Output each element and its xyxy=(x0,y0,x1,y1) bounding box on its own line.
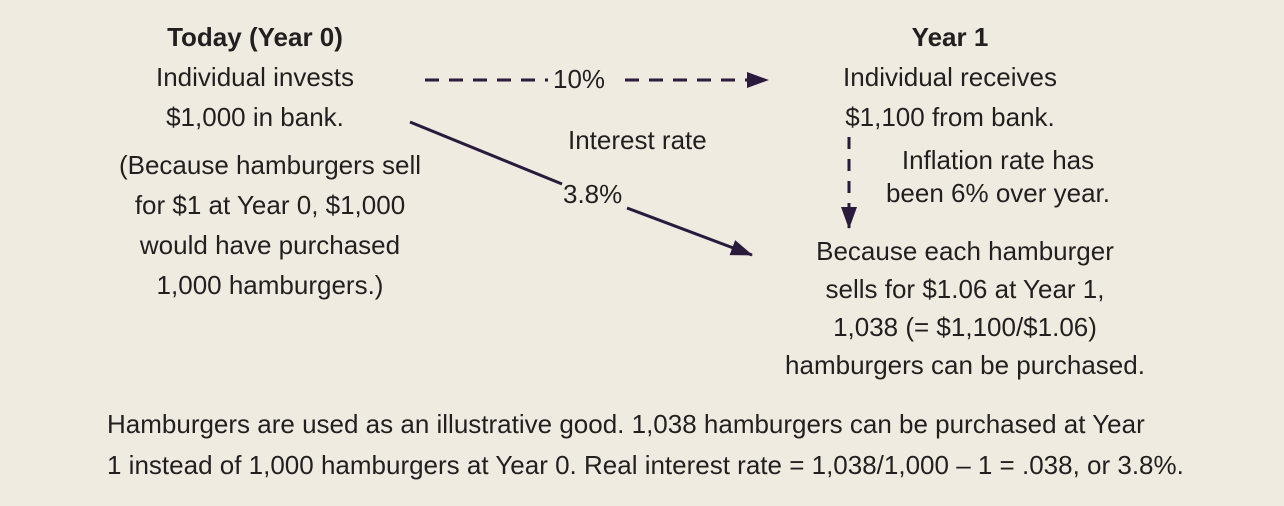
today-line-2: $1,000 in bank. xyxy=(166,102,344,132)
inflation-note: Inflation rate has been 6% over year. xyxy=(868,144,1128,210)
real-rate-arrow-bottom xyxy=(626,206,753,257)
real-rate-label: 3.8% xyxy=(563,178,623,210)
result-line-1: Because each hamburger xyxy=(816,236,1114,266)
today-line-1: Individual invests xyxy=(156,62,354,92)
footer-line-2: 1 instead of 1,000 hamburgers at Year 0.… xyxy=(107,450,1184,480)
today-heading: Today (Year 0) xyxy=(167,22,343,52)
result-line-4: hamburgers can be purchased. xyxy=(785,350,1145,380)
interest-rate-label: Interest rate xyxy=(568,125,707,155)
today-note-line-2: for $1 at Year 0, $1,000 xyxy=(134,190,406,220)
year1-line-2: $1,100 from bank. xyxy=(845,102,1055,132)
real-rate-arrow-top xyxy=(409,120,563,186)
footer-note: Hamburgers are used as an illustrative g… xyxy=(107,404,1267,486)
year1-line-1: Individual receives xyxy=(843,62,1057,92)
year1-heading: Year 1 xyxy=(911,22,989,52)
year1-block: Year 1 Individual receives $1,100 from b… xyxy=(790,17,1110,137)
today-note-line-3: would have purchased xyxy=(139,230,401,260)
footer-line-1: Hamburgers are used as an illustrative g… xyxy=(107,409,1145,439)
result-line-3: 1,038 (= $1,100/$1.06) xyxy=(833,312,1097,342)
inflation-line-1: Inflation rate has xyxy=(901,145,1095,175)
inflation-line-2: been 6% over year. xyxy=(885,178,1111,208)
result-line-2: sells for $1.06 at Year 1, xyxy=(825,274,1105,304)
today-note-line-1: (Because hamburgers sell xyxy=(118,150,422,180)
nominal-rate-label: 10% xyxy=(553,63,606,95)
result-block: Because each hamburger sells for $1.06 a… xyxy=(760,232,1170,384)
today-block: Today (Year 0) Individual invests $1,000… xyxy=(105,17,405,137)
today-note: (Because hamburgers sell for $1 at Year … xyxy=(105,145,435,305)
today-note-line-4: 1,000 hamburgers.) xyxy=(156,270,384,300)
